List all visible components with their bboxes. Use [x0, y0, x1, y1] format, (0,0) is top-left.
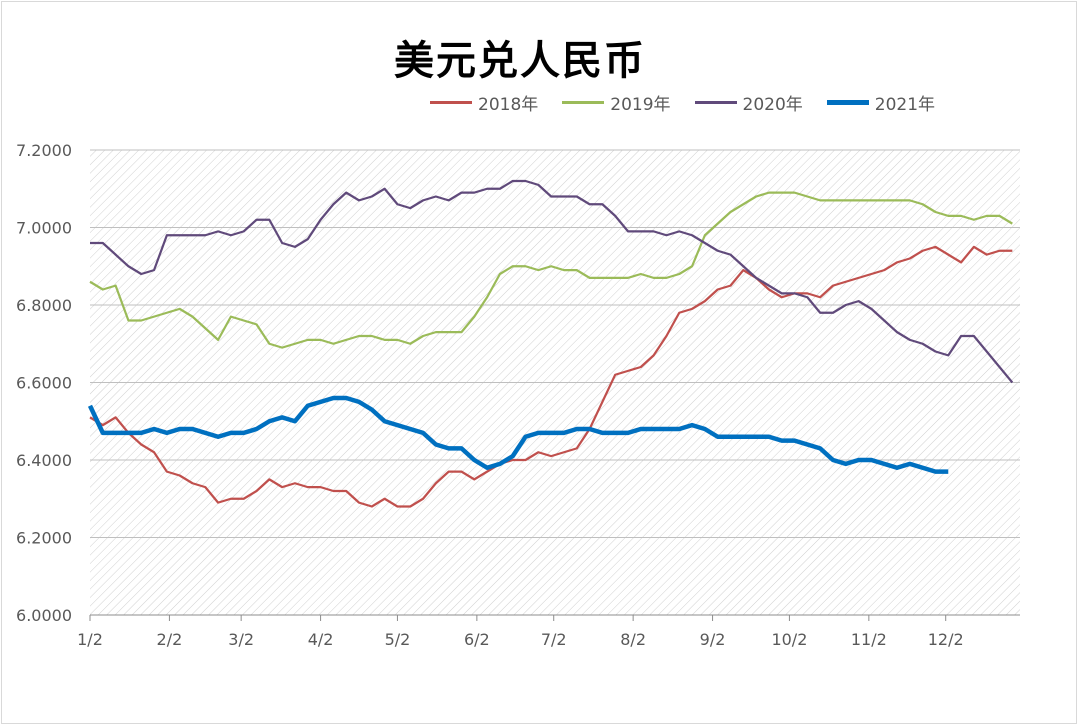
legend-item: 2020年 — [694, 90, 803, 115]
y-tick-label: 7.0000 — [16, 219, 72, 238]
y-tick-label: 6.6000 — [16, 374, 72, 393]
series-line-2 — [89, 191, 1013, 349]
x-axis: 1/2 2/2 3/2 4/2 5/2 6/2 7/2 8/2 9/2 10/2 11/2 12/2 — [77, 614, 1020, 649]
legend-swatch — [826, 99, 869, 105]
legend-label: 2020年 — [742, 94, 803, 115]
series-line-4 — [87, 395, 949, 474]
legend-item: 2019年 — [562, 90, 671, 115]
chart-title: 美元兑人民币 — [394, 38, 646, 84]
x-tick-label: 6/2 — [464, 630, 490, 649]
chart-legend: 2018年 2019年 2020年 2021年 — [430, 90, 936, 115]
x-tick-label: 11/2 — [851, 630, 887, 649]
y-tick-label: 6.2000 — [16, 529, 72, 548]
legend-swatch — [694, 100, 737, 104]
x-tick-label: 5/2 — [385, 630, 411, 649]
x-tick-label: 3/2 — [228, 630, 254, 649]
x-tick-label: 4/2 — [308, 630, 334, 649]
legend-label: 2021年 — [874, 94, 936, 115]
series-line-3 — [90, 179, 1014, 384]
x-tick-label: 9/2 — [700, 630, 726, 649]
x-tick-label: 8/2 — [620, 630, 646, 649]
x-tick-label: 2/2 — [157, 630, 183, 649]
x-tick-label: 10/2 — [771, 630, 807, 649]
y-tick-label: 6.8000 — [16, 296, 72, 315]
y-axis: 6.0000 6.2000 6.4000 6.6000 6.8000 7.0000 7.20… — [16, 141, 72, 625]
y-tick-label: 6.0000 — [16, 606, 72, 625]
y-tick-label: 7.2000 — [16, 141, 72, 160]
legend-label: 2019年 — [610, 94, 671, 115]
y-tick-label: 6.4000 — [16, 451, 72, 470]
legend-swatch — [430, 100, 472, 104]
x-tick-label: 1/2 — [77, 630, 103, 649]
legend-label: 2018年 — [478, 94, 539, 115]
series-lines — [87, 179, 1014, 508]
legend-swatch — [562, 100, 605, 104]
x-tick-label: 12/2 — [928, 630, 964, 649]
series-line-1 — [89, 245, 1013, 508]
legend-item: 2018年 — [430, 90, 538, 115]
legend-item: 2021年 — [826, 90, 936, 115]
x-tick-label: 7/2 — [541, 630, 567, 649]
